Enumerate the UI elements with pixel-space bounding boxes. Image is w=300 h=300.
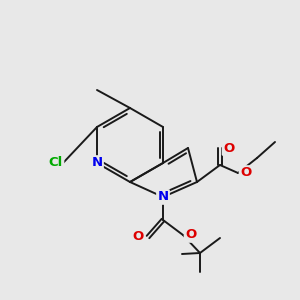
Text: O: O bbox=[240, 167, 251, 179]
Text: O: O bbox=[133, 230, 144, 244]
Text: N: N bbox=[92, 157, 103, 169]
Text: O: O bbox=[185, 229, 196, 242]
Text: Cl: Cl bbox=[49, 157, 63, 169]
Text: N: N bbox=[158, 190, 169, 203]
Text: O: O bbox=[223, 142, 234, 154]
